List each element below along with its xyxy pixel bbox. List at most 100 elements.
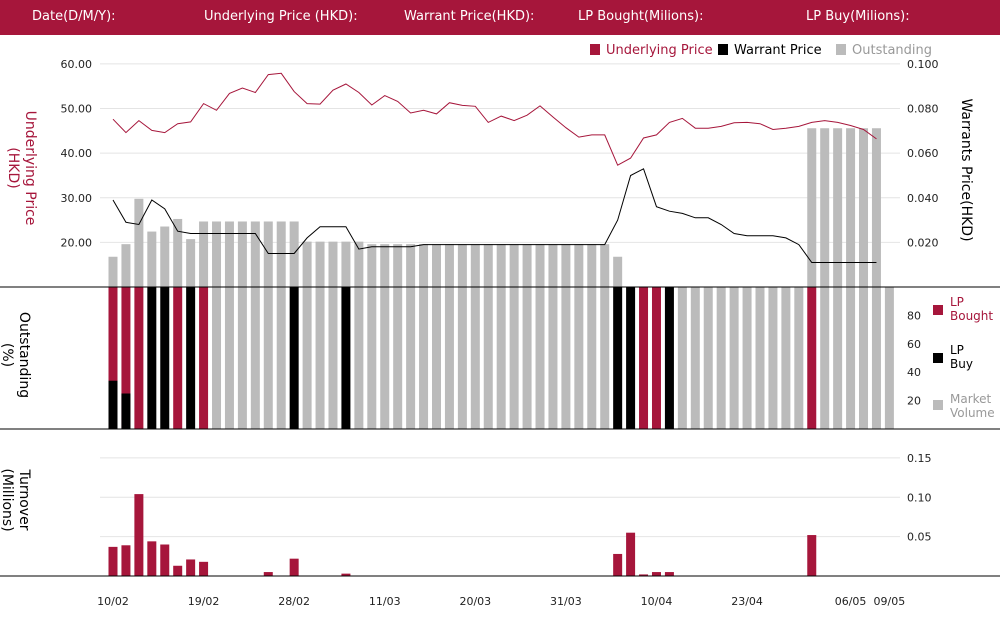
- market-volume-bar: [483, 287, 493, 429]
- legend-swatch-outstanding: [836, 44, 846, 55]
- outstanding-bar: [276, 221, 286, 287]
- lp-buy-bar: [613, 287, 623, 429]
- x-tick-label: 10/02: [97, 595, 129, 608]
- participation-tick-label: 80: [907, 309, 921, 322]
- turnover-tick-label: 0.15: [907, 452, 932, 465]
- outstanding-bar: [393, 244, 403, 287]
- market-volume-bar: [509, 287, 519, 429]
- left-tick-label: 20.00: [61, 236, 93, 249]
- x-tick-label: 10/04: [641, 595, 673, 608]
- market-volume-bar: [600, 287, 610, 429]
- outstanding-bar: [483, 244, 493, 287]
- market-volume-bar: [794, 287, 804, 429]
- outstanding-bar: [212, 221, 222, 287]
- outstanding-bar: [432, 244, 441, 287]
- outstanding-bar: [561, 244, 571, 287]
- turnover-bar: [173, 565, 183, 576]
- outstanding-bar: [237, 221, 247, 287]
- outstanding-bar: [457, 244, 467, 287]
- market-volume-bar: [393, 287, 403, 429]
- turnover-bar: [664, 572, 674, 576]
- outstanding-bar: [302, 241, 312, 287]
- legend-underlying-price: Underlying Price: [606, 43, 713, 58]
- market-volume-bar: [367, 287, 377, 429]
- turnover-bar: [651, 572, 661, 576]
- lp-buy-bar: [108, 380, 118, 429]
- market-volume-bar: [846, 287, 856, 429]
- market-volume-bar: [315, 287, 325, 429]
- x-tick-label: 11/03: [369, 595, 401, 608]
- outstanding-bar: [315, 241, 325, 287]
- lp-buy-bar: [626, 287, 636, 429]
- market-volume-bar: [444, 287, 454, 429]
- axes: [0, 286, 1000, 577]
- outstanding-bar: [289, 221, 299, 287]
- legend-swatch-lp-bought: [933, 305, 943, 315]
- market-volume-bar: [690, 287, 700, 429]
- market-volume-bar: [276, 287, 286, 429]
- legend-swatch-underlying: [590, 44, 600, 55]
- lp-bought-bar: [173, 287, 183, 429]
- outstanding-bar: [199, 221, 209, 287]
- market-volume-bar: [871, 287, 881, 429]
- lp-bought-bar: [651, 287, 661, 429]
- turnover-bar: [263, 572, 273, 576]
- legend-swatch-warrant: [718, 44, 728, 55]
- outstanding-bar: [134, 198, 144, 287]
- participation-legend: LP Bought LP Buy Market Volume: [933, 295, 995, 420]
- outstanding-bar: [224, 221, 234, 287]
- outstanding-bar: [574, 244, 584, 287]
- market-volume-bar: [716, 287, 726, 429]
- market-volume-bar: [212, 287, 222, 429]
- outstanding-bar: [341, 241, 351, 287]
- turnover-bar: [613, 553, 623, 576]
- outstanding-bar: [859, 128, 869, 287]
- x-tick-label: 23/04: [731, 595, 763, 608]
- lp-buy-bar: [664, 287, 674, 429]
- market-volume-bar: [419, 287, 429, 429]
- warrant-price-line: [112, 168, 877, 263]
- turnover-bar: [121, 545, 131, 576]
- lp-buy-bar: [186, 287, 196, 429]
- price-legend: Underlying Price Warrant Price Outstandi…: [590, 43, 932, 58]
- header-bar: Date(D/M/Y): Underlying Price (HKD): War…: [0, 0, 1000, 35]
- market-volume-bar: [457, 287, 467, 429]
- price-lines: [112, 72, 877, 263]
- market-volume-bar: [522, 287, 532, 429]
- x-tick-label: 28/02: [278, 595, 310, 608]
- participation-tick-label: 60: [907, 338, 921, 351]
- outstanding-bar: [444, 244, 454, 287]
- left-tick-label: 50.00: [61, 103, 93, 116]
- x-tick-label: 06/05: [835, 595, 867, 608]
- market-volume-bar: [677, 287, 687, 429]
- outstanding-bars: [108, 128, 881, 287]
- turnover-tick-label: 0.10: [907, 491, 932, 504]
- outstanding-bar: [354, 241, 364, 287]
- lp-buy-bar: [289, 287, 299, 429]
- turnover-bar: [289, 558, 299, 576]
- turnover-bars: [108, 494, 817, 576]
- market-volume-bar: [432, 287, 441, 429]
- market-volume-bar: [574, 287, 584, 429]
- market-volume-bar: [833, 287, 843, 429]
- gridlines: [100, 63, 900, 538]
- market-volume-bar: [470, 287, 480, 429]
- market-volume-bar: [729, 287, 739, 429]
- market-volume-bar: [742, 287, 752, 429]
- turnover-bar: [147, 541, 157, 576]
- right-tick-label: 0.040: [907, 192, 939, 205]
- lp-buy-bar: [147, 287, 157, 429]
- participation-bars: [108, 287, 894, 429]
- lp-buy-label: LP Buy(Milions):: [806, 9, 910, 24]
- participation-tick-label: 40: [907, 366, 921, 379]
- market-volume-bar: [224, 287, 234, 429]
- turnover-bar: [626, 532, 636, 576]
- outstanding-bar: [108, 256, 118, 287]
- market-volume-bar: [406, 287, 416, 429]
- lp-bought-bar: [807, 287, 817, 429]
- outstanding-bar: [160, 226, 170, 287]
- outstanding-bar: [263, 221, 273, 287]
- underlying-price-label: Underlying Price (HKD):: [204, 9, 358, 24]
- market-volume-bar: [548, 287, 558, 429]
- market-volume-bar: [781, 287, 791, 429]
